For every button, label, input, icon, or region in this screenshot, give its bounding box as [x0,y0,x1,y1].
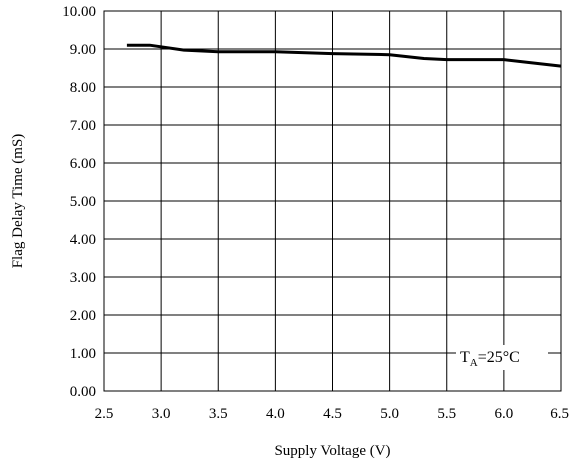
y-tick-label: 7.00 [70,118,96,134]
x-tick-label: 6.5 [550,406,569,422]
x-tick-label: 2.5 [95,406,114,422]
series-layer [126,43,562,68]
annotation-text: TA=25°C [460,349,520,369]
y-tick-label: 5.00 [70,194,96,210]
plot-frame [103,10,562,392]
x-tick-label: 4.0 [266,406,285,422]
x-axis-ticks: 2.5 3.0 3.5 4.0 4.5 5.0 5.5 6.0 6.5 [95,406,569,422]
temperature-annotation: TA=25°C [456,345,548,370]
y-tick-label: 9.00 [70,42,96,58]
y-tick-label: 3.00 [70,270,96,286]
y-tick-label: 6.00 [70,156,96,172]
y-axis-ticks: 0.00 1.00 2.00 3.00 4.00 5.00 6.00 7.00 8.00 9.00… [62,4,96,400]
y-tick-label: 4.00 [70,232,96,248]
x-tick-label: 5.5 [437,406,456,422]
y-tick-label: 1.00 [70,346,96,362]
y-tick-label: 0.00 [70,384,96,400]
x-tick-label: 5.0 [380,406,399,422]
x-tick-label: 4.5 [323,406,342,422]
x-tick-label: 6.0 [495,406,514,422]
annotation-subscript: A [470,357,478,369]
x-axis-title: Supply Voltage (V) [274,443,390,459]
annotation-background [456,345,548,370]
grid [103,10,562,392]
annotation-main: T [460,349,470,366]
x-tick-label: 3.5 [209,406,228,422]
y-tick-label: 8.00 [70,80,96,96]
y-axis-title: Flag Delay Time (mS) [10,134,26,269]
annotation-rest: =25°C [478,349,520,366]
y-tick-label: 10.00 [62,4,96,20]
x-tick-label: 3.0 [152,406,171,422]
y-tick-label: 2.00 [70,308,96,324]
series-line [126,43,562,68]
